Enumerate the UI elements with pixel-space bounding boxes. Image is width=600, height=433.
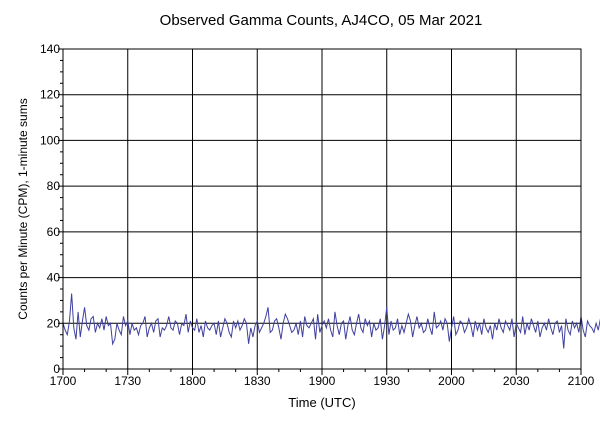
x-tick-label: 1930	[373, 374, 400, 388]
x-tick-label: 1700	[50, 374, 77, 388]
grid	[63, 49, 581, 369]
series-layer	[62, 293, 600, 349]
x-tick-label: 2030	[503, 374, 530, 388]
x-axis-label: Time (UTC)	[288, 395, 355, 410]
y-tick-label: 40	[47, 271, 61, 285]
y-tick-label: 60	[47, 225, 61, 239]
gamma-count-line	[62, 293, 600, 349]
y-tick-label: 140	[40, 42, 60, 56]
x-tick-label: 1830	[244, 374, 271, 388]
x-tick-label: 1730	[114, 374, 141, 388]
x-tick-label: 1900	[309, 374, 336, 388]
x-tick-label: 1800	[179, 374, 206, 388]
y-tick-label: 20	[47, 316, 61, 330]
y-axis-label: Counts per Minute (CPM), 1-minute sums	[16, 98, 30, 319]
y-tick-label: 120	[40, 88, 60, 102]
x-tick-label: 2000	[438, 374, 465, 388]
y-tick-label: 80	[47, 179, 61, 193]
ticks: 1700 1730 1800 1830 1900 1930 2000 2030 2100 0 20 4…	[40, 42, 595, 388]
x-tick-label: 2100	[568, 374, 595, 388]
chart-title: Observed Gamma Counts, AJ4CO, 05 Mar 202…	[160, 12, 483, 29]
y-tick-label: 100	[40, 133, 60, 147]
y-tick-label: 0	[53, 362, 60, 376]
